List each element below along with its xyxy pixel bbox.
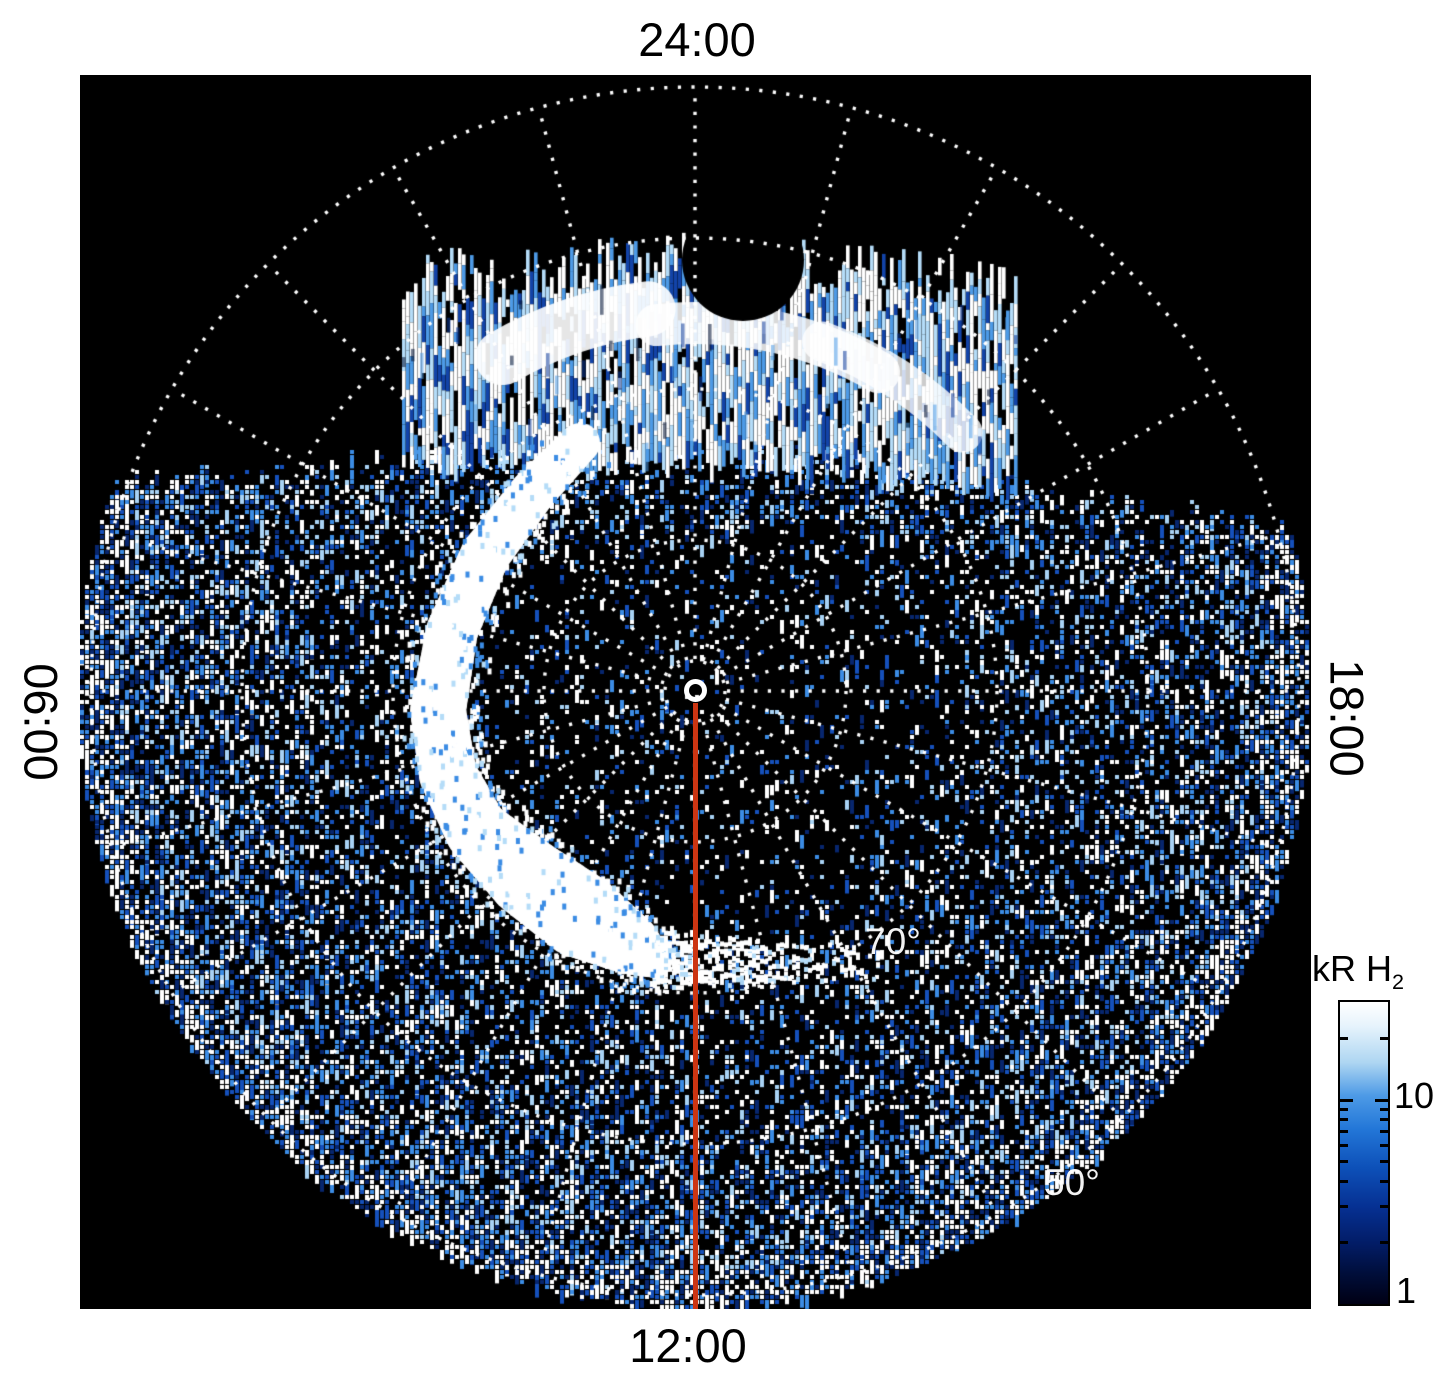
colorbar-tick [1380, 1037, 1388, 1040]
noon-meridian-line [693, 703, 698, 1309]
colorbar [1338, 1000, 1390, 1306]
latitude-label-50: 50° [1044, 1162, 1100, 1203]
latitude-label-70: 70° [865, 921, 921, 962]
colorbar-title-sub: 2 [1392, 969, 1405, 995]
colorbar-tick [1340, 1241, 1348, 1245]
pole-marker [684, 679, 707, 702]
colorbar-tick [1340, 1130, 1348, 1134]
colorbar-tick [1340, 1098, 1353, 1102]
colorbar-tick [1380, 1143, 1388, 1147]
colorbar-tick [1340, 1143, 1348, 1147]
colorbar-tick [1380, 1118, 1388, 1122]
time-label-24: 24:00 [638, 13, 756, 66]
colorbar-tick [1340, 1205, 1348, 1209]
colorbar-tick [1340, 1179, 1348, 1183]
polar-plot-area: 70° 50° [80, 75, 1311, 1309]
colorbar-title: kR H2 [1312, 948, 1404, 995]
colorbar-tick [1340, 1118, 1348, 1122]
colorbar-title-main: kR H [1312, 948, 1392, 989]
colorbar-tick [1380, 1130, 1388, 1134]
colorbar-tick-label-1: 1 [1396, 1270, 1417, 1311]
colorbar-tick [1340, 1107, 1348, 1111]
colorbar-tick [1380, 1241, 1388, 1245]
colorbar-tick-label-10: 10 [1394, 1075, 1435, 1116]
colorbar-tick [1340, 1160, 1348, 1164]
colorbar-tick [1380, 1179, 1388, 1183]
colorbar-tick [1380, 1107, 1388, 1111]
colorbar-tick [1380, 1160, 1388, 1164]
colorbar-tick [1340, 1037, 1348, 1040]
colorbar-tick [1380, 1205, 1388, 1209]
time-label-18: 18:00 [1320, 659, 1374, 777]
colorbar-tick [1375, 1098, 1388, 1102]
time-label-12: 12:00 [629, 1319, 747, 1372]
time-label-06: 06:00 [14, 663, 68, 781]
